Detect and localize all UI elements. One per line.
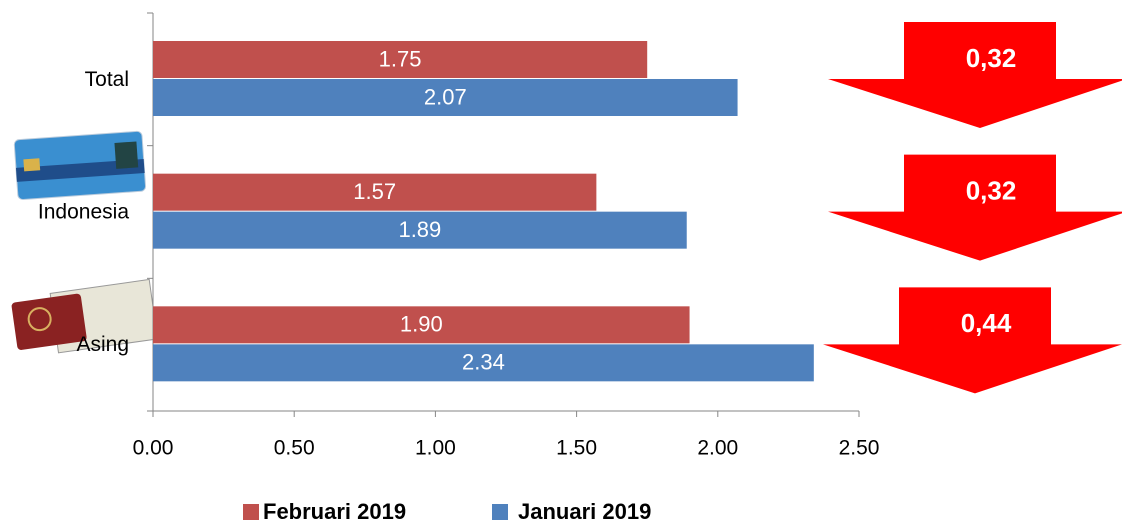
x-tick-label: 2.50 [839,437,880,460]
x-tick-label: 1.00 [415,437,456,460]
value-label: 1.57 [353,179,396,204]
y-tick-label: Asing [76,333,129,356]
legend-label: Januari 2019 [518,499,651,523]
value-label: 2.07 [424,84,467,109]
y-tick-label: Indonesia [38,201,129,224]
x-tick-label: 2.00 [697,437,738,460]
legend-label: Februari 2019 [263,499,406,523]
value-label: 1.89 [398,217,441,242]
value-label: 2.34 [462,350,505,375]
legend-swatch [492,504,508,520]
legend-swatch [243,504,259,520]
x-tick-label: 0.50 [274,437,315,460]
y-tick-label: Total [85,68,129,91]
annotation: 0,32 [966,43,1017,73]
x-tick-label: 0.00 [133,437,174,460]
id-card-icon [14,131,146,200]
down-arrow [823,287,1122,393]
chart: 0.00 0.50 1.00 1.50 2.00 2.50 Total 1.752.07 Ind… [0,0,1122,523]
annotation: 0,32 [966,176,1017,206]
down-arrow [828,22,1122,128]
value-label: 1.90 [400,312,443,337]
down-arrow [828,155,1122,261]
value-label: 1.75 [379,46,422,71]
x-tick-label: 1.50 [556,437,597,460]
annotation: 0,44 [961,308,1012,338]
